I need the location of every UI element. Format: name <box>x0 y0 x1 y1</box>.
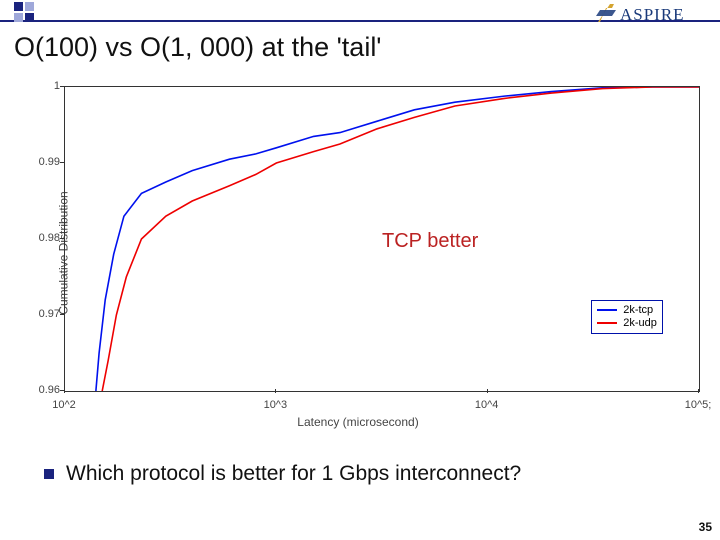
legend-item: 2k-tcp <box>597 304 657 317</box>
legend-swatch-icon <box>597 309 617 311</box>
legend-label: 2k-udp <box>623 317 657 330</box>
page-number: 35 <box>699 520 712 534</box>
x-tick-label: 10^3 <box>264 399 288 411</box>
corner-decoration <box>14 2 34 22</box>
legend-swatch-icon <box>597 322 617 324</box>
legend-label: 2k-tcp <box>623 304 653 317</box>
legend-item: 2k-udp <box>597 317 657 330</box>
chart-container: Cumulative Distribution Latency (microse… <box>8 80 708 425</box>
bullet-text: Which protocol is better for 1 Gbps inte… <box>66 462 521 486</box>
slide: ASPIRE O(100) vs O(1, 000) at the 'tail'… <box>0 0 720 540</box>
y-tick-label: 0.97 <box>30 308 60 320</box>
legend: 2k-tcp2k-udp <box>591 300 663 334</box>
slide-title: O(100) vs O(1, 000) at the 'tail' <box>14 32 381 63</box>
x-tick-label: 10^5; <box>685 399 712 411</box>
y-tick-label: 0.99 <box>30 156 60 168</box>
bullet-item: Which protocol is better for 1 Gbps inte… <box>44 462 521 486</box>
plot-area: TCP better 2k-tcp2k-udp <box>64 86 700 392</box>
y-tick-label: 0.96 <box>30 384 60 396</box>
annotation-tcp-better: TCP better <box>382 230 478 253</box>
logo-text: ASPIRE <box>620 5 685 24</box>
x-tick-label: 10^2 <box>52 399 76 411</box>
x-tick-label: 10^4 <box>475 399 499 411</box>
x-axis-label: Latency (microsecond) <box>297 415 418 429</box>
bullet-square-icon <box>44 469 54 479</box>
y-tick-label: 1 <box>30 80 60 92</box>
aspire-logo: ASPIRE <box>596 0 714 28</box>
y-tick-label: 0.98 <box>30 232 60 244</box>
